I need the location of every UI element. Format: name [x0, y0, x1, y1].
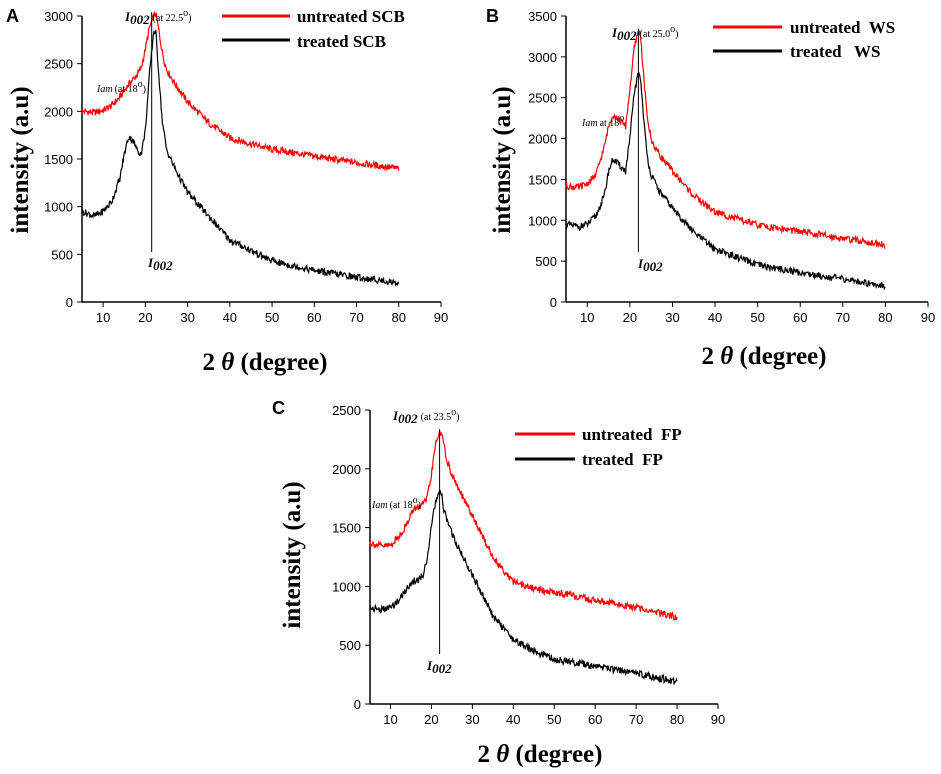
panel-b-x-tick-label: 70 [836, 310, 850, 325]
panel-c-peak-label: I002 (at 23.5o) [392, 407, 459, 426]
panel-a-y-tick-label: 0 [66, 295, 73, 310]
panel-c-y-tick-label: 500 [339, 638, 361, 653]
panel-a-y-tick-label: 1000 [44, 200, 73, 215]
panel-b-x-tick-label: 90 [921, 310, 935, 325]
panel-b-y-tick-label: 2500 [528, 91, 557, 106]
panel-c-x-tick-label: 90 [711, 712, 725, 727]
panel-a-y-tick-label: 3000 [44, 9, 73, 24]
panel-a-peak-annotation: I002 (at 22.5o) Iam (at 18o) I002 [96, 8, 191, 273]
panel-c-series-treated-line [369, 489, 678, 685]
panel-a-x-tick-label: 80 [392, 310, 406, 325]
panel-c-y-axis-title: intensity (a.u) [279, 481, 306, 628]
panel-a-x-tick-label: 50 [265, 310, 279, 325]
panel-c-x-tick-label: 30 [465, 712, 479, 727]
panel-a-legend: untreated SCB treated SCB [222, 7, 405, 51]
panel-c-y-tick-label: 1000 [332, 579, 361, 594]
panel-b-series-treated-line [565, 71, 886, 291]
panel-b-y-tick-label: 3500 [528, 9, 557, 24]
panel-b-axes: 10 20 30 40 50 60 70 80 90 0 500 1000 1500 2000 2500 30… [528, 9, 935, 325]
panel-b-y-tick-label: 2000 [528, 132, 557, 147]
panel-a-x-axis-title: 2 θ (degree) [203, 349, 328, 376]
panel-b-bottom-peak-label: I002 [637, 256, 663, 274]
panel-b-y-tick-label: 1500 [528, 172, 557, 187]
panel-a-y-tick-label: 1500 [44, 152, 73, 167]
panel-c-axes: 10 20 30 40 50 60 70 80 90 0 500 1000 1500 2000 2500 [332, 403, 725, 727]
panel-b-y-tick-label: 0 [550, 295, 557, 310]
panel-a-x-tick-label: 20 [138, 310, 152, 325]
panel-c-x-tick-label: 20 [424, 712, 438, 727]
panel-b-x-tick-label: 30 [665, 310, 679, 325]
panel-b-letter: B [486, 6, 499, 26]
panel-b-x-tick-label: 20 [623, 310, 637, 325]
panel-c-x-tick-label: 50 [547, 712, 561, 727]
panel-c-x-tick-label: 70 [629, 712, 643, 727]
panel-c: C 10 20 30 40 50 60 70 80 90 0 500 1000 1500 2000 2500… [272, 398, 725, 768]
panel-c-peak-annotation: I002 (at 23.5o) Iam (at 18o) I002 [371, 407, 459, 676]
panel-a-y-tick-label: 2500 [44, 57, 73, 72]
panel-a-x-tick-label: 70 [349, 310, 363, 325]
panel-a-x-tick-label: 60 [307, 310, 321, 325]
panel-a-legend-label-treated: treated SCB [297, 32, 386, 51]
panel-a-x-tick-label: 10 [96, 310, 110, 325]
panel-c-bottom-peak-label: I002 [426, 658, 452, 676]
panel-a-y-tick-label: 2000 [44, 104, 73, 119]
panel-c-x-tick-label: 60 [588, 712, 602, 727]
panel-b-legend: untreated WS treated WS [713, 18, 895, 61]
panel-b-y-tick-label: 500 [535, 254, 557, 269]
panel-c-y-tick-label: 2500 [332, 403, 361, 418]
panel-b-y-tick-label: 3000 [528, 50, 557, 65]
panel-c-legend-label-treated: treated FP [582, 450, 663, 469]
panel-a-y-tick-label: 500 [51, 247, 73, 262]
panel-a-letter: A [6, 6, 19, 26]
panel-b-series [565, 28, 886, 291]
panel-b-peak-annotation: I002 (at 25.0o) Iam at 18o I002 [581, 24, 678, 274]
panel-b-y-tick-label: 1000 [528, 213, 557, 228]
panel-b-x-tick-label: 50 [750, 310, 764, 325]
panel-c-x-tick-label: 40 [506, 712, 520, 727]
panel-b-x-tick-label: 40 [708, 310, 722, 325]
panel-c-series-untreated-line [369, 430, 678, 621]
panel-c-legend-label-untreated: untreated FP [582, 425, 682, 444]
panel-c-letter: C [272, 398, 285, 418]
panel-a-bottom-peak-label: I002 [147, 255, 173, 273]
panel-b-x-axis-title: 2 θ (degree) [702, 343, 827, 370]
panel-c-y-tick-label: 1500 [332, 521, 361, 536]
panel-a-axes: 10 20 30 40 50 60 70 80 90 0 500 1000 1500 2000 2500 30… [44, 9, 448, 325]
panel-b-peak-label: I002 (at 25.0o) [611, 24, 678, 43]
panel-a-x-tick-label: 40 [223, 310, 237, 325]
panel-b-legend-label-treated: treated WS [790, 42, 881, 61]
panel-b-amorphous-label: Iam at 18o [581, 113, 624, 129]
panel-c-y-tick-label: 2000 [332, 462, 361, 477]
panel-c-legend: untreated FP treated FP [515, 425, 682, 469]
panel-a-y-axis-title: intensity (a.u) [7, 86, 34, 233]
panel-a-x-tick-label: 30 [180, 310, 194, 325]
panel-c-x-axis-title: 2 θ (degree) [478, 741, 603, 768]
panel-a: A 10 20 30 40 50 60 70 80 90 0 500 1000 1500 2000 2500… [6, 6, 448, 376]
panel-c-y-tick-label: 0 [354, 697, 361, 712]
panel-b-x-tick-label: 80 [878, 310, 892, 325]
panel-c-amorphous-label: Iam (at 18o) [371, 495, 421, 511]
panel-a-peak-label: I002 (at 22.5o) [124, 8, 191, 27]
panel-a-amorphous-label: Iam (at 18o) [96, 79, 146, 95]
panel-a-x-tick-label: 90 [434, 310, 448, 325]
panel-a-legend-label-untreated: untreated SCB [297, 7, 405, 26]
panel-a-series-treated-line [81, 29, 400, 287]
panel-b-x-tick-label: 10 [580, 310, 594, 325]
panel-b-y-axis-title: intensity (a.u) [489, 86, 516, 233]
panel-a-series [81, 10, 400, 287]
panel-b-series-untreated-line [565, 28, 886, 250]
panel-b-legend-label-untreated: untreated WS [790, 18, 895, 37]
panel-b-x-tick-label: 60 [793, 310, 807, 325]
panel-c-x-tick-label: 80 [670, 712, 684, 727]
panel-c-x-tick-label: 10 [383, 712, 397, 727]
panel-a-series-untreated-line [81, 10, 400, 172]
panel-b: B 10 20 30 40 50 60 70 80 90 0 500 1000 1500 2000 2500… [486, 6, 935, 370]
panel-c-series [369, 429, 678, 685]
